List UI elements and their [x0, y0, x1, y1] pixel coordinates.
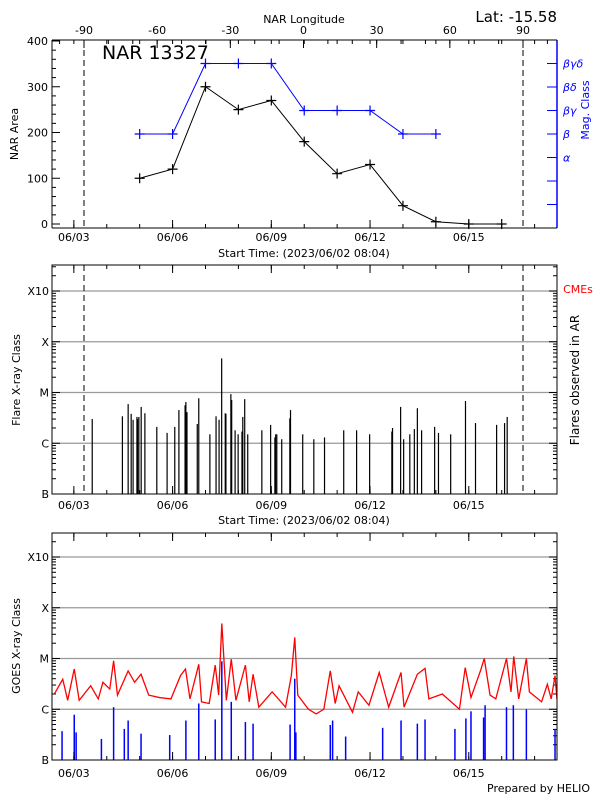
- top-x-tick-label: -30: [221, 24, 239, 37]
- area-point: [200, 81, 211, 92]
- x-tick-label: 06/03: [58, 231, 90, 244]
- y-tick-label: C: [41, 703, 49, 716]
- mag-class-point: [365, 105, 376, 116]
- y-tick-label: C: [41, 437, 49, 450]
- y-tick-label: M: [40, 387, 50, 400]
- y-tick-label: B: [41, 754, 49, 767]
- plot-frame: [51, 532, 558, 761]
- y-tick-label: B: [41, 488, 49, 501]
- y-tick-label: 300: [27, 81, 48, 94]
- mag-class-tick-label: βγδ: [562, 58, 584, 71]
- area-point: [430, 216, 441, 227]
- y-tick-label: 0: [41, 218, 48, 231]
- y-tick-label: M: [40, 653, 50, 666]
- flare-ylabel: Flare X-ray Class: [10, 334, 23, 426]
- latitude-label: Lat: -15.58: [475, 8, 557, 26]
- x-tick-label: 06/15: [453, 231, 485, 244]
- area-point: [365, 159, 376, 170]
- mag-class-point: [200, 58, 211, 69]
- mag-class-point: [266, 58, 277, 69]
- x-tick-label: 06/15: [453, 767, 485, 780]
- x-tick-label: 06/15: [453, 499, 485, 512]
- mag-class-point: [299, 105, 310, 116]
- x-tick-label: 06/03: [58, 767, 90, 780]
- mag-class-point: [233, 58, 244, 69]
- mag-class-tick-label: βδ: [562, 81, 577, 94]
- area-point: [233, 104, 244, 115]
- credit-label: Prepared by HELIO: [487, 782, 590, 795]
- y-tick-label: 400: [27, 35, 48, 48]
- region-title: NAR 13327: [102, 42, 209, 64]
- top-x-tick-label: -90: [75, 24, 93, 37]
- mag-class-tick-label: βγ: [562, 105, 577, 118]
- mag-class-point: [332, 105, 343, 116]
- area-point: [463, 219, 474, 229]
- x-tick-label: 06/12: [354, 767, 386, 780]
- goes-ylabel: GOES X-ray Class: [10, 598, 23, 694]
- y-tick-label: X10: [27, 285, 49, 298]
- top-xaxis-title: NAR Longitude: [263, 13, 345, 26]
- y-tick-label: 100: [27, 172, 48, 185]
- cme-label: CMEs: [563, 283, 593, 296]
- area-point: [496, 219, 507, 229]
- top-x-tick-label: 60: [443, 24, 457, 37]
- x-tick-label: 06/06: [157, 499, 189, 512]
- mag-class-tick-label: β: [562, 128, 570, 141]
- mag-class-point: [167, 129, 178, 139]
- plot-frame: [51, 264, 558, 495]
- x-tick-label: 06/09: [255, 767, 287, 780]
- area-point: [134, 173, 145, 184]
- area-point: [397, 200, 408, 211]
- top-x-tick-label: 30: [370, 24, 384, 37]
- y-tick-label: X: [41, 336, 49, 349]
- flares-observed-label: Flares observed in AR: [568, 315, 582, 445]
- area-ylabel: NAR Area: [8, 108, 21, 160]
- top-x-tick-label: -60: [148, 24, 166, 37]
- y-tick-label: X: [41, 602, 49, 615]
- panel2-xlabel: Start Time: (2023/06/02 08:04): [218, 514, 390, 527]
- area-point: [266, 95, 277, 106]
- plot-layer: 0 100 200 300 400 -90 -60 -30 0 30 60 90 αβ βγ βδ βγδ 06…: [27, 24, 584, 780]
- x-tick-label: 06/09: [255, 499, 287, 512]
- top-x-tick-label: 0: [300, 24, 307, 37]
- x-tick-label: 06/09: [255, 231, 287, 244]
- area-point: [299, 136, 310, 147]
- mag-class-line: [139, 63, 436, 135]
- area-point: [332, 168, 343, 179]
- x-tick-label: 06/06: [157, 231, 189, 244]
- mag-class-ylabel: Mag. Class: [579, 80, 592, 139]
- area-point: [167, 164, 178, 175]
- top-x-tick-label: 90: [516, 24, 530, 37]
- y-tick-label: X10: [27, 551, 49, 564]
- area-line: [139, 85, 502, 225]
- y-tick-label: 200: [27, 127, 48, 140]
- x-tick-label: 06/12: [354, 499, 386, 512]
- mag-class-point: [430, 129, 441, 139]
- mag-class-tick-label: α: [563, 152, 571, 165]
- mag-class-point: [397, 129, 408, 139]
- x-tick-label: 06/12: [354, 231, 386, 244]
- goes-long-line: [53, 623, 558, 715]
- x-tick-label: 06/06: [157, 767, 189, 780]
- mag-class-point: [134, 129, 145, 139]
- panel1-xlabel: Start Time: (2023/06/02 08:04): [218, 247, 390, 260]
- x-tick-label: 06/03: [58, 499, 90, 512]
